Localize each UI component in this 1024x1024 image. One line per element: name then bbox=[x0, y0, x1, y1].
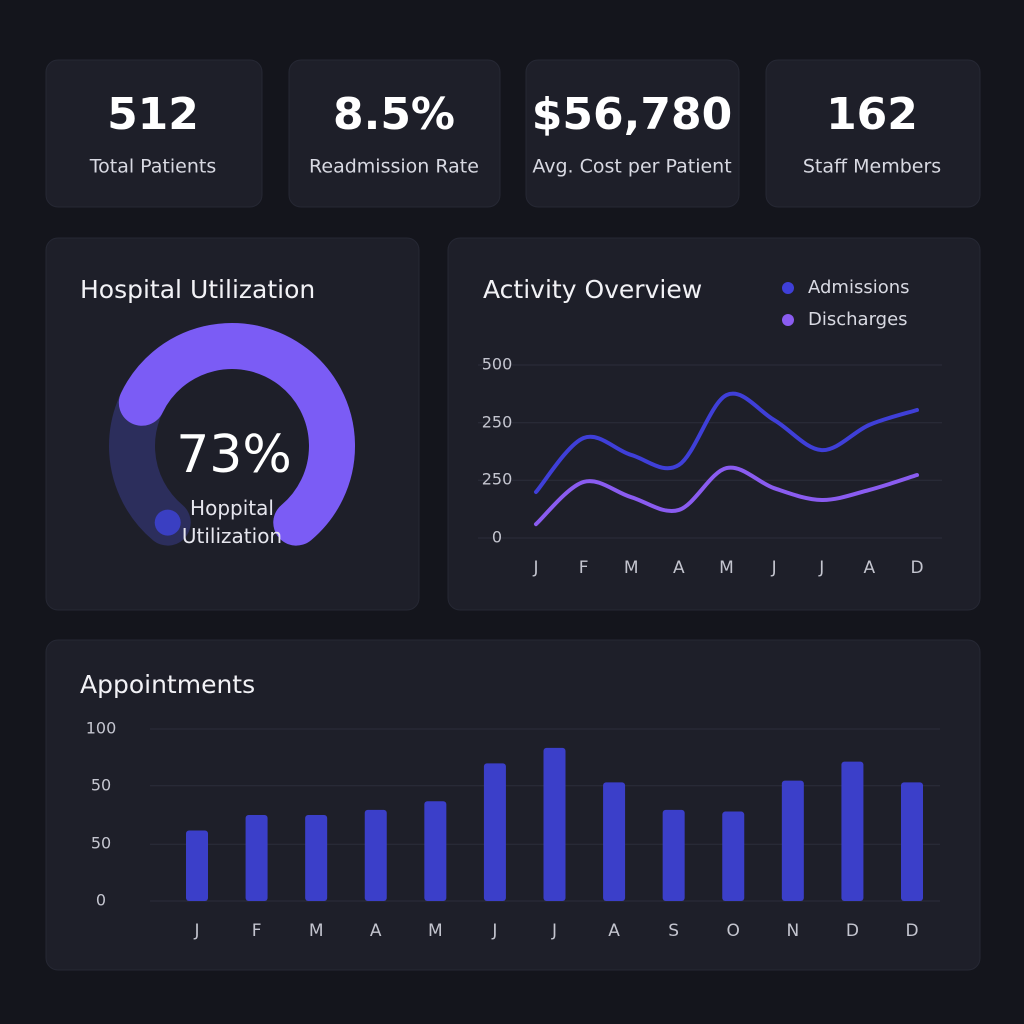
kpi-label: Readmission Rate bbox=[309, 156, 479, 178]
bar bbox=[364, 809, 387, 901]
line-series bbox=[534, 391, 919, 494]
y-tick-label: 50 bbox=[91, 834, 111, 853]
bar bbox=[901, 782, 923, 901]
y-tick-label: 50 bbox=[91, 775, 111, 794]
x-tick-label: N bbox=[786, 921, 799, 941]
x-tick-label: F bbox=[579, 558, 589, 578]
y-tick-label: 0 bbox=[492, 528, 502, 547]
x-tick-label: M bbox=[624, 558, 639, 578]
bar bbox=[305, 815, 328, 901]
chart-title: Hospital Utilization bbox=[80, 275, 315, 304]
kpi-card bbox=[765, 59, 981, 208]
y-tick-label: 100 bbox=[86, 719, 117, 738]
x-tick-label: S bbox=[668, 921, 679, 941]
x-tick-label: J bbox=[818, 558, 824, 578]
bar bbox=[543, 747, 566, 901]
x-tick-label: J bbox=[551, 921, 557, 941]
bar bbox=[722, 811, 745, 901]
x-tick-label: J bbox=[771, 558, 777, 578]
x-tick-label: J bbox=[532, 558, 538, 578]
kpi-value: 8.5% bbox=[333, 89, 455, 140]
x-tick-label: D bbox=[910, 558, 923, 578]
x-tick-label: M bbox=[309, 921, 324, 941]
y-tick-label: 500 bbox=[482, 355, 513, 374]
kpi-value: 512 bbox=[107, 89, 199, 140]
x-tick-label: J bbox=[193, 921, 199, 941]
kpi-label: Avg. Cost per Patient bbox=[532, 156, 731, 178]
bar bbox=[781, 780, 804, 901]
kpi-value: $56,780 bbox=[532, 89, 732, 140]
x-tick-label: A bbox=[864, 558, 876, 578]
chart-title: Activity Overview bbox=[483, 275, 702, 304]
chart-title: Appointments bbox=[80, 670, 255, 699]
legend-marker bbox=[782, 314, 794, 326]
x-tick-label: M bbox=[428, 921, 443, 941]
gauge-cap bbox=[154, 509, 181, 536]
x-tick-label: A bbox=[370, 921, 382, 941]
bar bbox=[662, 809, 685, 901]
x-tick-label: A bbox=[608, 921, 620, 941]
gauge-progress bbox=[118, 323, 355, 546]
x-tick-label: F bbox=[252, 921, 262, 941]
bar bbox=[603, 782, 626, 901]
kpi-card bbox=[45, 59, 263, 208]
gauge-value: 73% bbox=[176, 425, 292, 485]
line-card bbox=[447, 237, 981, 611]
y-tick-label: 250 bbox=[482, 470, 513, 489]
legend-marker bbox=[782, 282, 794, 294]
x-tick-label: M bbox=[719, 558, 734, 578]
kpi-value: 162 bbox=[826, 89, 918, 140]
kpi-label: Total Patients bbox=[89, 156, 216, 178]
y-tick-label: 0 bbox=[96, 891, 106, 910]
bar bbox=[841, 761, 864, 901]
bar bbox=[186, 830, 208, 901]
x-tick-label: A bbox=[673, 558, 685, 578]
legend-label: Discharges bbox=[808, 309, 908, 330]
kpi-card bbox=[288, 59, 501, 208]
bar-card bbox=[45, 639, 981, 971]
bar bbox=[483, 763, 506, 901]
legend-label: Admissions bbox=[808, 277, 910, 298]
bar bbox=[424, 801, 447, 901]
kpi-label: Staff Members bbox=[803, 156, 941, 178]
x-tick-label: D bbox=[846, 921, 859, 941]
x-tick-label: O bbox=[727, 921, 740, 941]
x-tick-label: J bbox=[491, 921, 497, 941]
kpi-card bbox=[525, 59, 740, 208]
line-series bbox=[534, 465, 919, 527]
x-tick-label: D bbox=[905, 921, 918, 941]
y-tick-label: 250 bbox=[482, 412, 513, 431]
gauge-label: Hoppital Utilization bbox=[181, 496, 283, 548]
bar bbox=[245, 815, 268, 901]
